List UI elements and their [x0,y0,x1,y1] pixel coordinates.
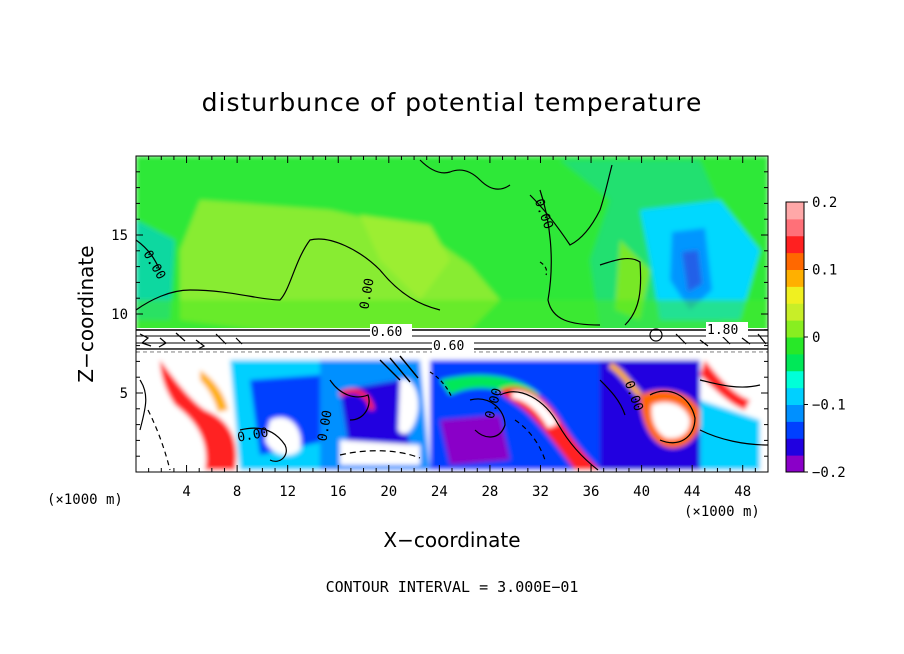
x-tick-label: 4 [182,484,190,500]
colorbar-swatch [786,387,804,405]
colorbar-swatch [786,438,804,456]
colorbar-swatch [786,218,804,237]
colorbar-tick-label: 0 [812,330,820,346]
colorbar-tick-label: 0.1 [812,263,837,279]
x-tick-label: 28 [481,484,498,500]
colorbar-swatch [786,269,804,287]
x-tick-label: 24 [431,484,448,500]
y-axis-label: Z−coordinate [74,245,98,382]
contour-label-8: 0.00 [315,409,335,442]
x-tick-labels: 4 8 12 16 20 24 28 32 36 40 44 48 [182,484,751,500]
colorbar-tick-label: −0.2 [812,465,846,481]
colorbar-swatch [786,303,804,321]
colorbar [786,202,804,473]
contour-interval-note: CONTOUR INTERVAL = 3.000E−01 [326,578,579,596]
x-tick-label: 48 [734,484,751,500]
y-tick-labels: 5 10 15 [111,228,128,402]
colorbar-swatch [786,235,804,254]
x-unit-left: (×1000 m) [47,492,123,508]
x-tick-label: 20 [380,484,397,500]
x-tick-label: 12 [279,484,296,500]
axis-ticks [136,156,768,472]
colorbar-swatch [786,455,804,473]
contour-label-1: 0.60 [371,325,402,340]
colorbar-tick-label: 0.2 [812,195,837,211]
colorbar-tick-labels: 0.2 0.1 0 −0.1 −0.2 [804,195,846,481]
colorbar-swatch [786,421,804,439]
colorbar-swatch [786,286,804,304]
colorbar-swatch [786,404,804,422]
contour-label-2: 0.60 [433,339,464,354]
contour-label-7: 0.00 [236,425,269,445]
contour-lines [136,159,768,471]
x-unit-right: (×1000 m) [684,504,760,520]
x-tick-label: 36 [583,484,600,500]
colorbar-swatch [786,320,804,338]
chart-title: disturbunce of potential temperature [202,88,703,117]
y-tick-label: 10 [111,307,128,323]
upper-field [136,156,768,336]
contour-label-5: 0.00 [357,277,377,310]
x-tick-label: 8 [233,484,241,500]
x-tick-label: 40 [633,484,650,500]
colorbar-tick-label: −0.1 [812,398,846,414]
colorbar-swatch [786,370,804,389]
colorbar-swatch [786,353,804,372]
y-tick-label: 5 [120,386,128,402]
lower-field [136,352,768,472]
colorbar-swatch [786,202,804,220]
x-tick-label: 44 [684,484,701,500]
y-tick-label: 15 [111,228,128,244]
x-tick-label: 32 [532,484,549,500]
x-axis-label: X−coordinate [383,528,520,552]
colorbar-swatch [786,252,804,270]
plot-area: 0.60 0.60 1.80 0.00 0.00 0.00 0.00 0.00 … [136,156,768,472]
colorbar-swatch [786,337,804,355]
contour-label-3: 1.80 [707,323,738,338]
x-tick-label: 16 [330,484,347,500]
